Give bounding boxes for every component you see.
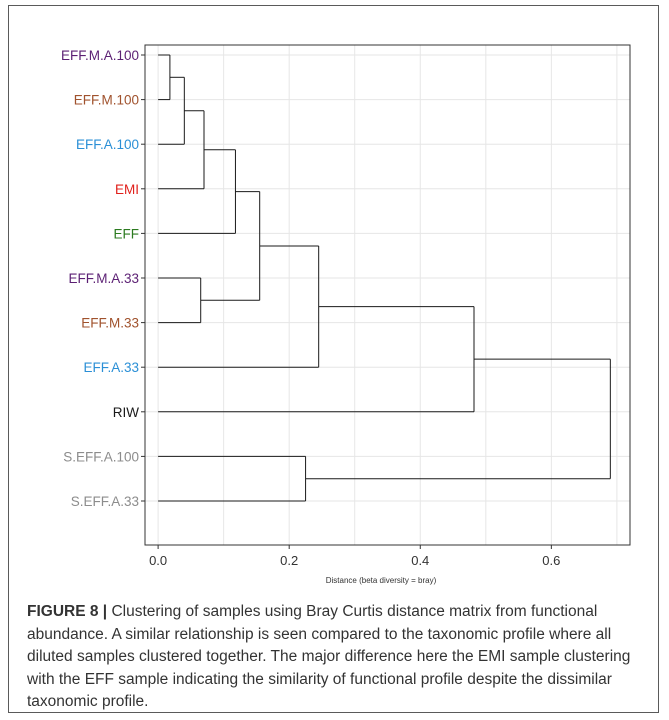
figure-caption: FIGURE 8 | Clustering of samples using B… bbox=[27, 601, 639, 714]
x-axis-title: Distance (beta diversity = bray) bbox=[326, 576, 437, 585]
caption-lead: FIGURE 8 | bbox=[27, 603, 108, 620]
dendrogram-chart: EFF.M.A.100 EFF.M.100 EFF.A.100 EMI EFF EFF.M… bbox=[61, 44, 631, 585]
leaf-label: RIW bbox=[113, 405, 140, 420]
leaf-label: EFF.M.A.100 bbox=[61, 48, 139, 63]
grid-layer bbox=[145, 45, 630, 545]
leaf-label-layer: EFF.M.A.100 EFF.M.100 EFF.A.100 EMI EFF EFF.M… bbox=[61, 48, 145, 509]
leaf-label: EFF.A.33 bbox=[83, 360, 139, 375]
leaf-label: EFF.M.33 bbox=[81, 316, 139, 331]
x-tick-label: 0.6 bbox=[542, 553, 560, 568]
leaf-label: EFF.M.100 bbox=[74, 93, 139, 108]
x-tick-label: 0.0 bbox=[149, 553, 167, 568]
leaf-label: EFF.A.100 bbox=[76, 137, 139, 152]
x-tick-label: 0.2 bbox=[280, 553, 298, 568]
x-tick-label: 0.4 bbox=[411, 553, 429, 568]
leaf-label: EMI bbox=[115, 182, 139, 197]
plot-panel-border bbox=[144, 44, 631, 546]
caption-text: Clustering of samples using Bray Curtis … bbox=[27, 603, 631, 710]
leaf-label: S.EFF.A.100 bbox=[63, 449, 139, 464]
leaf-label: EFF bbox=[114, 226, 140, 241]
x-axis-ticks: 0.0 0.2 0.4 0.6 bbox=[149, 545, 560, 568]
leaf-label: EFF.M.A.33 bbox=[68, 271, 139, 286]
leaf-label: S.EFF.A.33 bbox=[71, 494, 139, 509]
branch-layer bbox=[158, 54, 611, 502]
